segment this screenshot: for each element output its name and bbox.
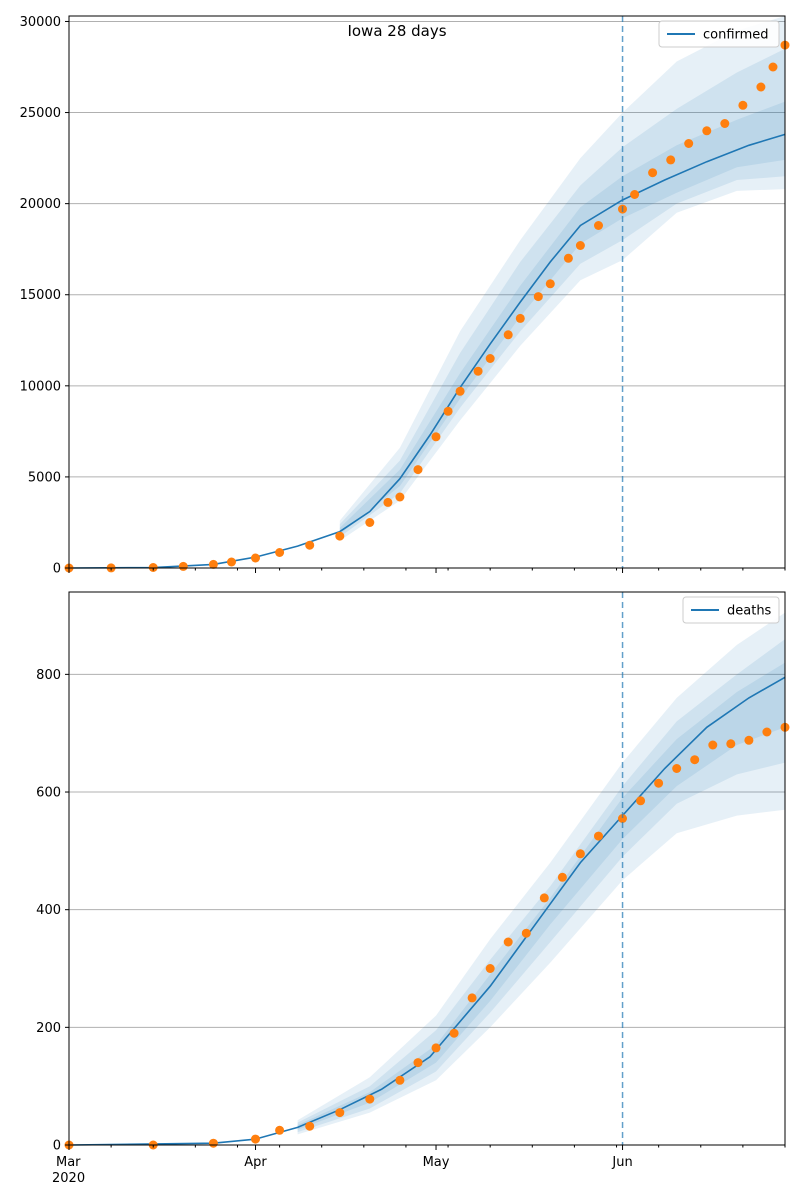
y-tick-label: 0 xyxy=(53,1139,61,1154)
observed-point xyxy=(208,1138,218,1148)
chart-title: Iowa 28 days xyxy=(347,22,446,40)
observed-point xyxy=(762,727,772,737)
observed-point xyxy=(539,893,549,903)
y-tick-label: 5000 xyxy=(28,470,61,485)
uncertainty-band-3 xyxy=(339,101,785,535)
y-tick-label: 400 xyxy=(36,903,61,918)
confirmed-legend: confirmed xyxy=(658,20,780,48)
observed-point xyxy=(594,221,603,230)
observed-point xyxy=(738,100,748,110)
uncertainty-band-2 xyxy=(297,639,785,1133)
observed-point xyxy=(618,814,627,823)
observed-point xyxy=(455,386,465,396)
uncertainty-band-2 xyxy=(339,48,785,538)
observed-point xyxy=(365,518,375,527)
observed-point xyxy=(720,119,730,128)
observed-point xyxy=(630,190,640,199)
observed-point xyxy=(648,168,658,178)
observed-point xyxy=(594,831,603,841)
observed-point xyxy=(365,1094,375,1104)
observed-point xyxy=(726,739,736,749)
y-tick-label: 600 xyxy=(36,786,61,801)
observed-point xyxy=(275,548,285,557)
observed-point xyxy=(533,292,543,302)
observed-point xyxy=(208,559,218,569)
observed-point xyxy=(473,366,483,376)
observed-point xyxy=(666,155,676,165)
observed-point xyxy=(708,740,718,750)
observed-point xyxy=(636,796,646,806)
x-tick-label: May xyxy=(423,1155,450,1170)
legend-box xyxy=(658,20,780,48)
confirmed-panel: 0 5000 10000 15000 20000 25000 30000 Iowa 28 d… xyxy=(20,15,790,577)
deaths-axes: 0 200 400 600 800 Mar Apr May Jun 2020 xyxy=(36,591,786,1186)
x-tick-label: Apr xyxy=(244,1155,267,1170)
observed-point xyxy=(467,993,477,1003)
y-tick-label: 25000 xyxy=(20,106,61,121)
uncertainty-band-1 xyxy=(297,612,785,1135)
legend-label: deaths xyxy=(727,604,772,619)
observed-point xyxy=(672,764,682,773)
uncertainty-band-3 xyxy=(297,662,785,1130)
observed-point xyxy=(335,1108,345,1118)
y-tick-label: 20000 xyxy=(20,197,61,212)
x-tick-label: Jun xyxy=(611,1155,632,1170)
observed-point xyxy=(563,253,573,263)
observed-point xyxy=(545,279,555,289)
observed-point xyxy=(251,553,260,563)
y-tick-label: 200 xyxy=(36,1021,61,1036)
observed-point xyxy=(768,62,778,72)
observed-point xyxy=(557,872,567,882)
observed-point xyxy=(485,964,495,973)
observed-point xyxy=(702,126,712,136)
observed-point xyxy=(413,465,423,475)
deaths-uncertainty-bands xyxy=(297,612,785,1135)
confirmed-axes: 0 5000 10000 15000 20000 25000 30000 xyxy=(20,15,786,577)
observed-point xyxy=(503,937,513,947)
y-tick-label: 800 xyxy=(36,668,61,683)
observed-point xyxy=(431,1043,441,1053)
observed-point xyxy=(449,1028,459,1038)
y-tick-label: 30000 xyxy=(20,15,61,30)
observed-point xyxy=(515,313,525,323)
axes-frame xyxy=(68,15,786,569)
observed-point xyxy=(756,82,766,92)
observed-point xyxy=(575,849,585,859)
observed-point xyxy=(395,492,405,502)
observed-point xyxy=(383,497,393,507)
observed-point xyxy=(395,1075,405,1085)
y-tick-label: 10000 xyxy=(20,379,61,394)
observed-point xyxy=(227,557,236,567)
observed-point xyxy=(178,561,188,571)
x-tick-label: Mar xyxy=(56,1155,81,1170)
observed-point xyxy=(305,540,315,550)
legend-label: confirmed xyxy=(703,28,769,43)
observed-point xyxy=(744,735,754,745)
observed-point xyxy=(503,330,513,340)
observed-point xyxy=(431,432,441,442)
observed-point xyxy=(443,406,453,416)
deaths-legend: deaths xyxy=(682,596,780,624)
observed-point xyxy=(521,928,531,938)
observed-point xyxy=(275,1125,285,1135)
deaths-grid xyxy=(69,673,785,1028)
y-tick-label: 0 xyxy=(53,562,61,577)
deaths-panel: 0 200 400 600 800 Mar Apr May Jun 2020 deaths xyxy=(36,591,790,1186)
observed-point xyxy=(305,1121,315,1131)
observed-point xyxy=(684,139,694,148)
observed-point xyxy=(413,1058,423,1068)
observed-point xyxy=(575,241,585,250)
observed-point xyxy=(654,778,664,788)
observed-point xyxy=(690,755,700,765)
y-tick-label: 15000 xyxy=(20,288,61,303)
legend-box xyxy=(682,596,780,624)
observed-point xyxy=(485,354,495,363)
observed-point xyxy=(251,1134,260,1144)
observed-point xyxy=(335,531,345,541)
axes-frame xyxy=(68,591,786,1146)
x-year-label: 2020 xyxy=(52,1171,85,1186)
